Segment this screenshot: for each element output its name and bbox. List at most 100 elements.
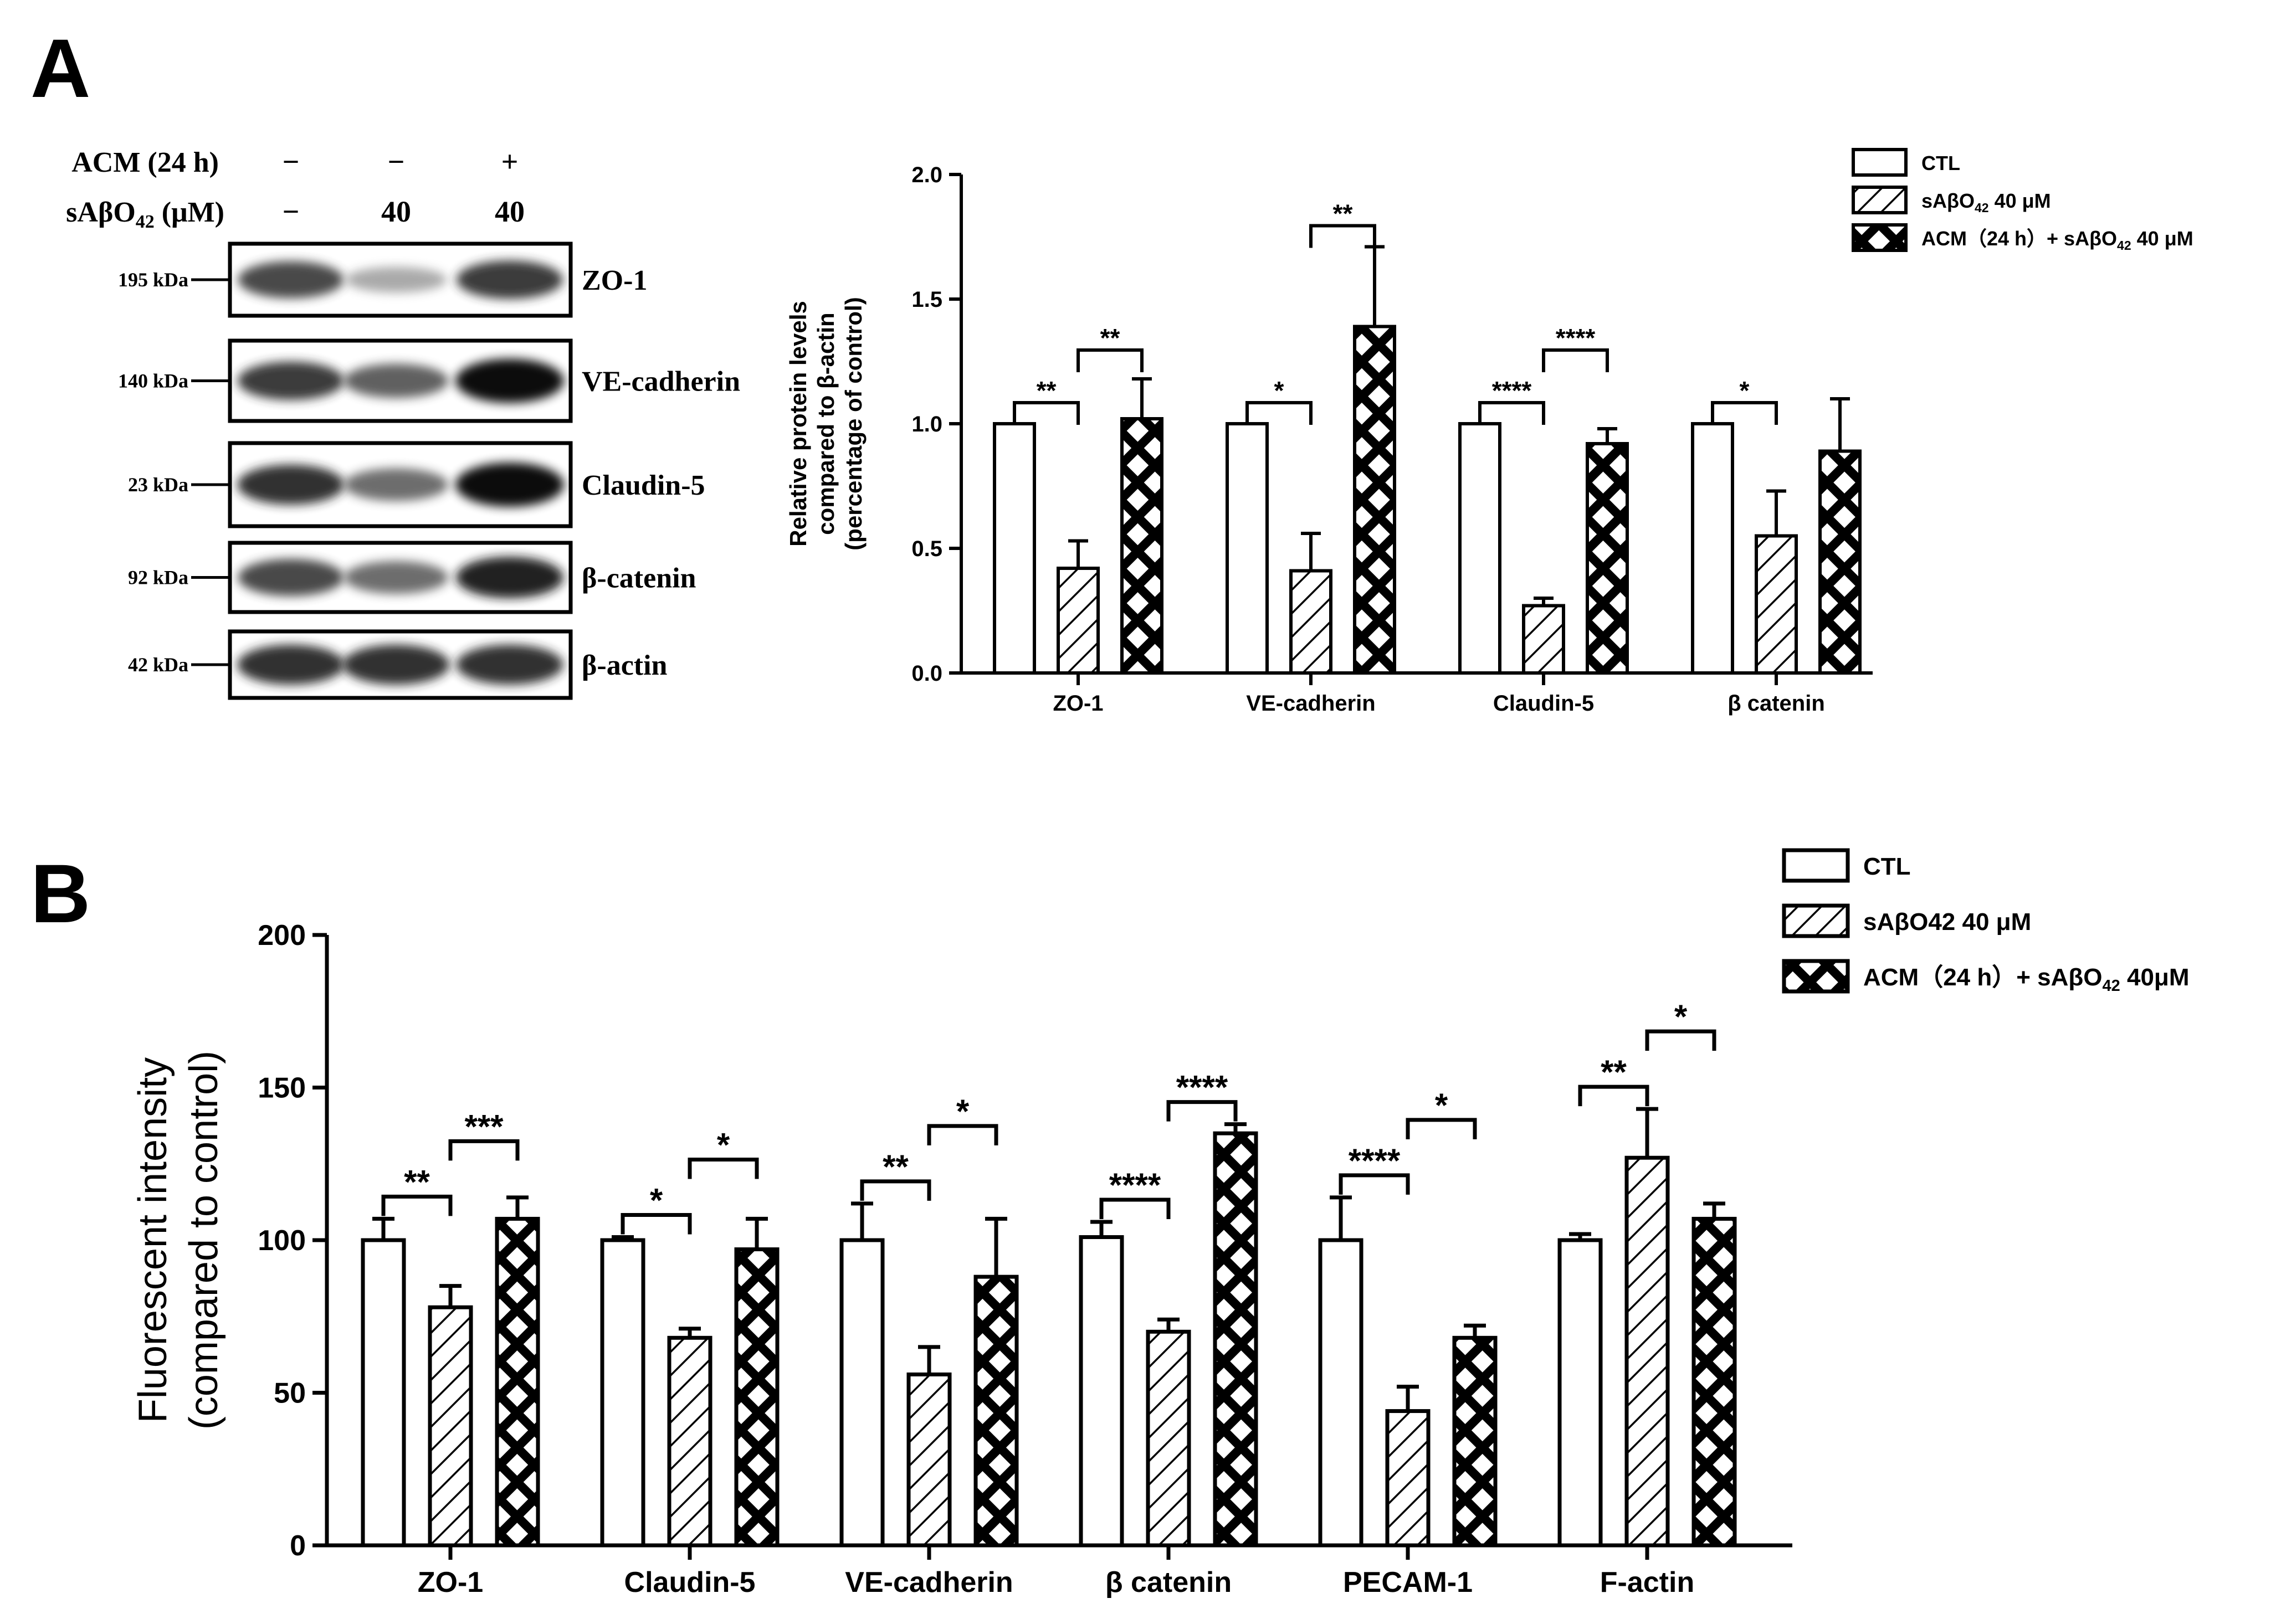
significance-label: * [1274,376,1284,405]
y-tick-label: 50 [274,1378,306,1410]
significance-bracket [1578,1085,1649,1107]
x-tick-label: β catenin [1105,1566,1232,1599]
blot-band [456,644,563,685]
bar [361,1238,406,1548]
significance-bracket [1339,1173,1410,1195]
bar [1691,422,1734,675]
bar [1624,1155,1670,1548]
significance-label: ** [883,1148,909,1185]
significance-bracket [1542,348,1609,372]
significance-bracket [1478,401,1545,425]
protein-label: ZO-1 [582,265,647,296]
significance-label: **** [1176,1069,1228,1106]
bar [1458,422,1501,675]
significance-bracket [1013,401,1080,425]
bar [1120,417,1163,675]
legend-swatch [1852,223,1908,252]
blot-band [344,561,448,594]
legend-label: ACM（24 h）+ sAβO42 40 μM [1921,227,2193,253]
y-tick-label: 0.5 [911,537,942,561]
legend-label: sAβO42 40 μM [1921,189,2051,215]
significance-label: ** [1037,376,1057,405]
blot-band [455,462,564,507]
bar [1586,442,1629,675]
significance-label: **** [1349,1142,1401,1179]
kda-label: 92 kDa [128,567,188,589]
legend-swatch [1782,903,1850,938]
x-tick-label: Claudin-5 [624,1566,756,1599]
significance-bracket [1309,224,1376,248]
significance-label: **** [1492,376,1532,405]
significance-label: * [956,1093,970,1130]
legend-label: CTL [1863,853,1911,880]
bar [993,422,1036,675]
blot-band [342,644,450,685]
y-tick-label: 100 [258,1225,306,1257]
significance-label: ** [1100,323,1120,352]
panel-letter-a: A [30,22,90,115]
condition-value: − [388,145,405,178]
protein-label: β-catenin [582,563,696,594]
bar [906,1372,952,1548]
significance-label: ** [1601,1053,1627,1091]
bar [973,1274,1019,1548]
significance-bracket [1245,401,1313,425]
bar [1353,325,1396,675]
y-tick-label: 200 [258,919,306,952]
x-tick-label: VE-cadherin [1246,691,1375,716]
blot-band [345,266,447,293]
significance-bracket [860,1179,931,1201]
legend-swatch [1782,848,1850,883]
significance-label: * [717,1126,730,1163]
significance-bracket [1077,348,1144,372]
bar [667,1335,712,1548]
legend-swatch [1782,959,1850,994]
y-axis-label: compared to β-actin [813,312,839,535]
bar [600,1238,645,1548]
significance-bracket [927,1124,998,1145]
protein-label: Claudin-5 [582,470,705,501]
blot-band [457,260,563,299]
bar [1385,1409,1431,1548]
significance-label: ** [404,1163,430,1200]
bar [734,1247,780,1548]
bar [1289,569,1332,675]
kda-label: 140 kDa [118,370,188,392]
blot-band [237,464,345,505]
significance-label: * [1740,376,1750,405]
condition-value: 40 [495,195,525,228]
chart-a: 0.0 0.5 1.0 1.5 2.0 Relative protein levels co… [785,148,2193,716]
chart-b: 0 50 100 150 200 Fluorescent intensity (compar… [131,848,2190,1599]
x-tick-label: F-actin [1600,1566,1694,1599]
significance-bracket [1711,401,1778,425]
kda-label: 23 kDa [128,474,188,496]
significance-bracket [1406,1118,1477,1139]
y-tick-label: 0 [290,1530,306,1562]
condition-label: sAβO42 (μM) [66,197,224,232]
blot-band [344,468,448,501]
x-tick-label: PECAM-1 [1343,1566,1473,1599]
bar [1522,604,1565,675]
significance-label: * [1674,998,1688,1035]
x-tick-label: VE-cadherin [845,1566,1013,1599]
x-tick-label: β catenin [1727,691,1825,716]
significance-bracket [381,1194,453,1216]
bar [1146,1329,1191,1548]
significance-label: ** [1333,199,1353,228]
y-tick-label: 1.0 [911,412,942,436]
blot-band [238,261,344,299]
bar [1213,1131,1258,1548]
condition-value: − [283,195,300,228]
y-tick-label: 0.0 [911,661,942,686]
y-axis-label: (percentage of control) [840,297,867,550]
significance-label: * [650,1181,663,1219]
blot-band [456,557,563,598]
condition-value: − [283,145,300,178]
y-tick-label: 1.5 [911,287,942,312]
legend-label: ACM（24 h）+ sAβO42 40μM [1863,964,2190,995]
y-axis-label: Relative protein levels [785,301,811,547]
kda-label: 42 kDa [128,654,188,676]
x-tick-label: ZO-1 [418,1566,483,1599]
protein-label: VE-cadherin [582,366,740,398]
